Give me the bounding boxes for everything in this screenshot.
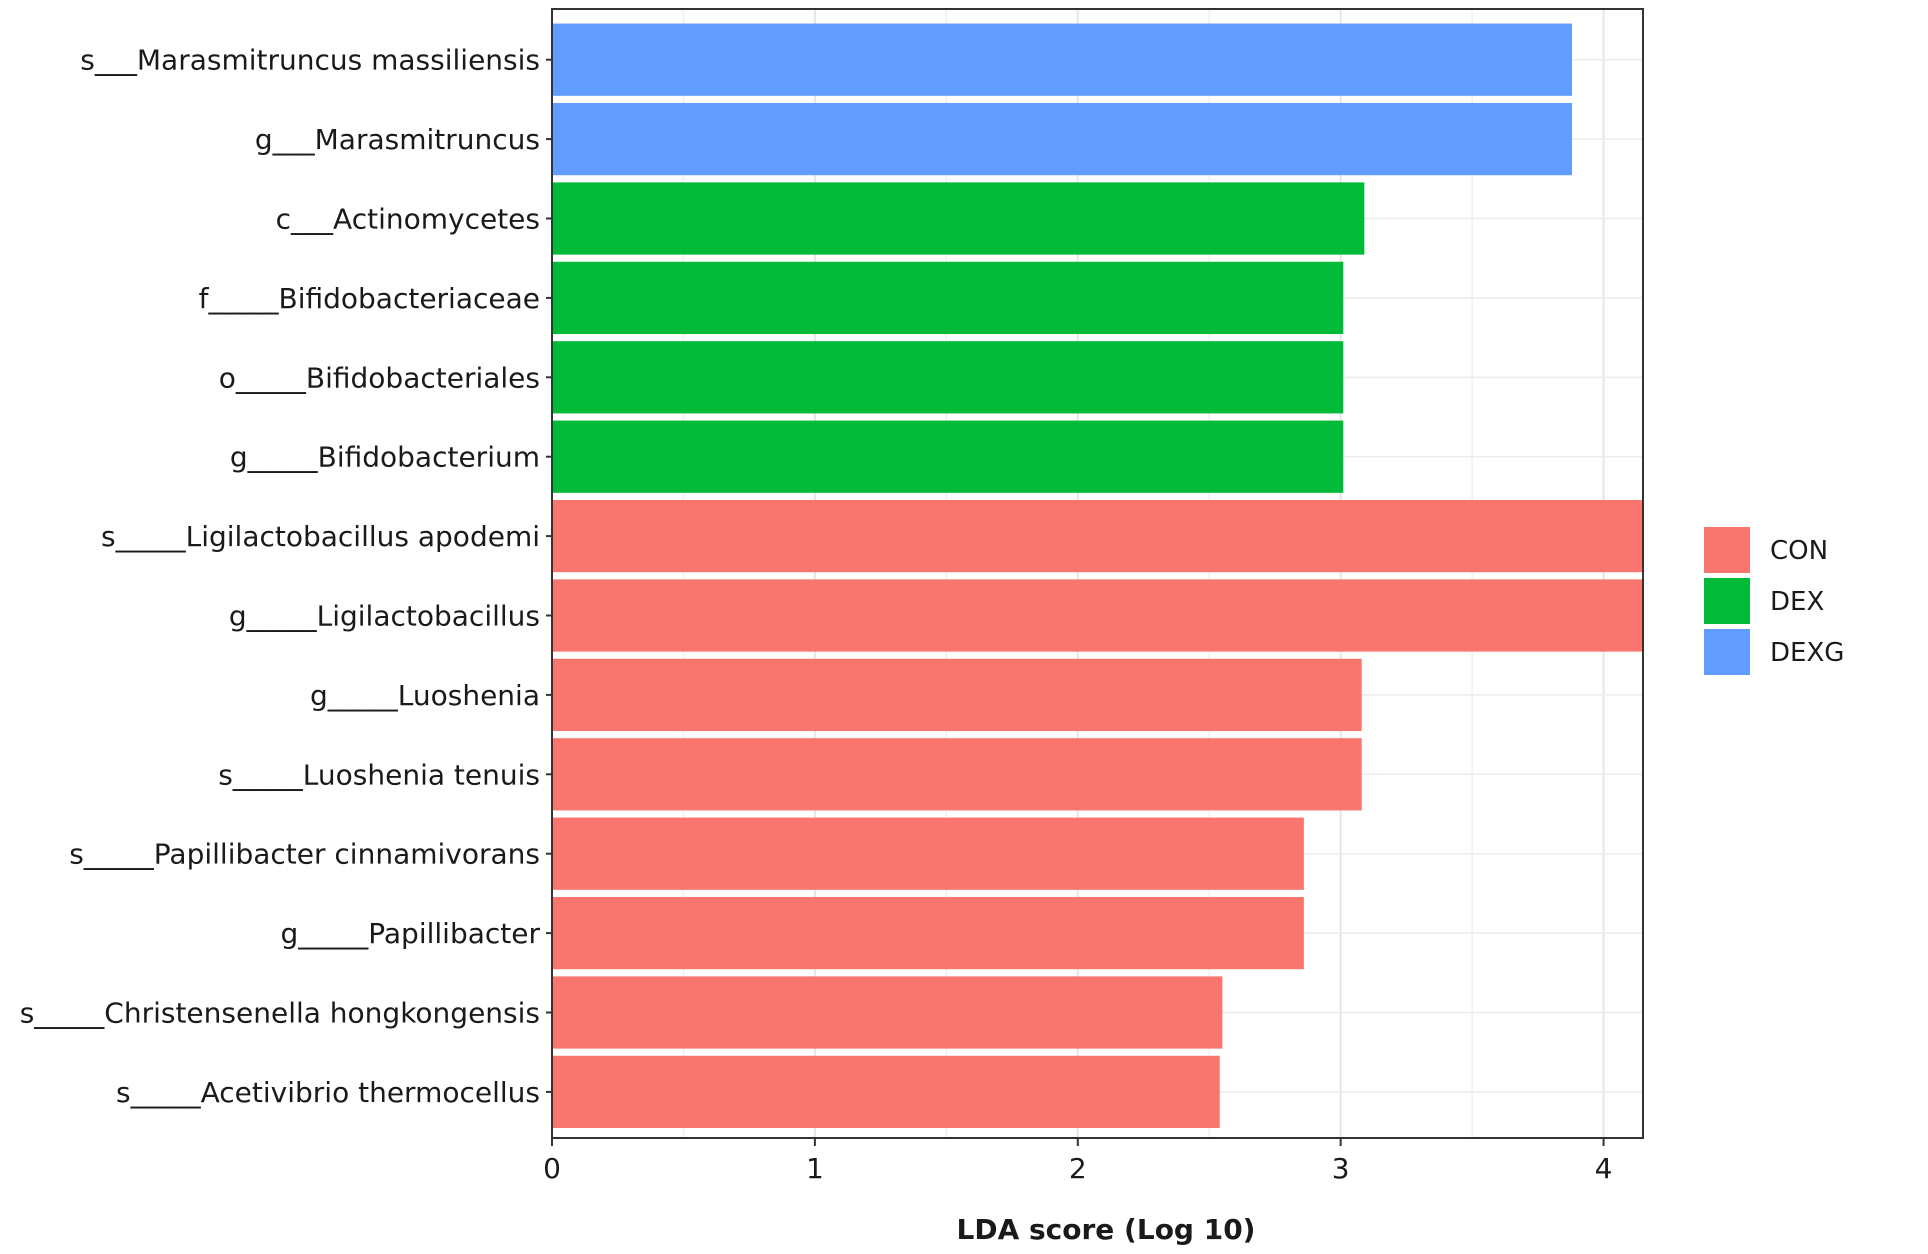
bar-con <box>552 579 1643 652</box>
bar-dex <box>552 420 1344 493</box>
bar-con <box>552 738 1362 811</box>
bar-dexg <box>552 23 1573 96</box>
x-tick-label: 4 <box>1595 1152 1613 1185</box>
bars-layer <box>552 23 1643 1129</box>
y-labels-layer: s___Marasmitruncus massiliensis g___Maras… <box>20 44 541 1109</box>
bar-con <box>552 658 1362 732</box>
bar-con <box>552 817 1304 890</box>
legend: CON DEX DEXG <box>1704 527 1844 675</box>
bar-dex <box>552 261 1344 335</box>
y-tick-label: s_____Luoshenia tenuis <box>218 758 540 791</box>
x-axis-layer: 0 1 2 3 4 <box>543 8 1644 1185</box>
y-tick-label: s_____Papillibacter cinnamivorans <box>69 838 540 871</box>
legend-label: DEX <box>1770 587 1824 617</box>
y-tick-label: c___Actinomycetes <box>276 203 540 236</box>
x-tick-label: 1 <box>806 1152 824 1185</box>
legend-key-dexg <box>1704 629 1750 675</box>
x-tick-label: 3 <box>1332 1152 1350 1185</box>
y-tick-label: g___Marasmitruncus <box>255 123 540 156</box>
bar-con <box>552 1055 1220 1129</box>
bar-dex <box>552 341 1344 414</box>
y-tick-label: o_____Bifidobacteriales <box>219 361 540 394</box>
x-axis-title: LDA score (Log 10) <box>957 1213 1256 1246</box>
x-tick-label: 2 <box>1069 1152 1087 1185</box>
y-tick-label: s_____Christensenella hongkongensis <box>20 997 540 1030</box>
y-tick-label: s___Marasmitruncus massiliensis <box>80 44 540 77</box>
legend-label: DEXG <box>1770 638 1844 668</box>
legend-label: CON <box>1770 536 1828 566</box>
bar-dex <box>552 182 1365 255</box>
y-tick-label: s_____Ligilactobacillus apodemi <box>101 520 540 553</box>
y-tick-label: g_____Luoshenia <box>310 679 540 712</box>
bar-con <box>552 896 1304 970</box>
y-tick-label: g_____Papillibacter <box>281 917 541 950</box>
plot-border <box>551 8 1644 1139</box>
x-tick-label: 0 <box>543 1152 561 1185</box>
bar-con <box>552 976 1223 1049</box>
y-tick-label: s_____Acetivibrio thermocellus <box>116 1076 540 1109</box>
y-tick-label: f_____Bifidobacteriaceae <box>199 282 540 315</box>
bar-dexg <box>552 102 1573 176</box>
y-tick-label: g_____Ligilactobacillus <box>229 600 540 633</box>
bar-con <box>552 499 1643 573</box>
y-tick-label: g_____Bifidobacterium <box>230 441 540 474</box>
legend-key-con <box>1704 527 1750 573</box>
legend-key-dex <box>1704 578 1750 624</box>
